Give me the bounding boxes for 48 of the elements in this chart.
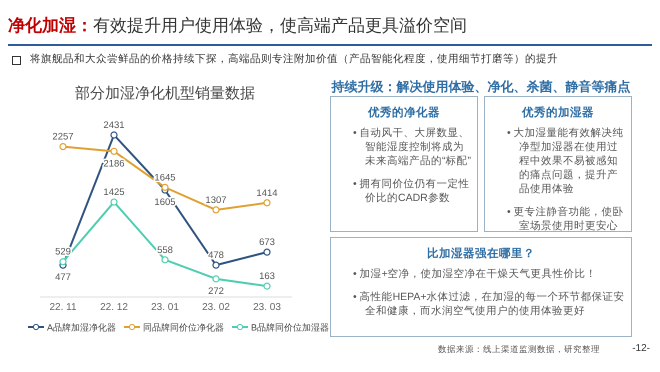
text: • 高性能HEPA+水体过滤，在加湿的每一个环节都保证安全和健康，而水润空气使用户的使用体验更好 (353, 290, 626, 318)
text: 比加湿器强在哪里？ (426, 246, 536, 261)
data-label: 1414 (256, 188, 278, 199)
x-tick-label: 22. 11 (49, 302, 77, 313)
data-label: 1307 (205, 194, 227, 206)
text: • 自动风干、大屏数显、智能湿度控制将成为未来高端产品的“标配” (353, 126, 472, 168)
text: 优秀的加湿器 (520, 105, 595, 120)
legend-label: A品牌加湿净化器 (47, 322, 116, 332)
point (212, 262, 220, 269)
legend-label: B品牌同价位加湿器 (251, 322, 330, 332)
text: 持续升级：解决使用体验、净化、杀菌、静音等痛点 (330, 78, 632, 96)
data-label: 673 (259, 237, 275, 248)
x-tick-label: 23. 03 (253, 302, 282, 313)
x-tick-label: 23. 02 (202, 302, 230, 313)
point (110, 148, 118, 155)
text: • 更专注静音功能，使卧室场景使用时更安心 (507, 205, 625, 233)
text: • 加湿+空净，使加湿空净在干燥天气更具性价比！ (353, 267, 598, 281)
x-tick-label: 23. 01 (151, 302, 180, 313)
text: 优秀的净化器 (366, 105, 441, 120)
point (59, 142, 67, 150)
point (59, 258, 67, 266)
data-label: 558 (157, 244, 173, 256)
data-label: 2186 (103, 158, 125, 170)
point (110, 131, 118, 139)
point (161, 184, 169, 191)
data-label: 2431 (103, 120, 125, 131)
text: 净化加湿：有效提升用户使用体验，使高端产品更具溢价空间 (8, 15, 467, 37)
point (263, 199, 271, 206)
point (263, 248, 271, 256)
text: 将旗舰品和大众尝鲜品的价格持续下探，高端品则专注附加价值（产品智能化程度，使用细节打磨等）的提升 (30, 52, 558, 66)
data-label: 1645 (154, 172, 176, 184)
data-label: 163 (259, 271, 275, 282)
point (212, 206, 220, 214)
point (110, 198, 118, 206)
data-label: 1425 (103, 187, 125, 198)
legend-label: 同品牌同价位净化器 (143, 322, 224, 332)
data-label: 272 (208, 286, 224, 297)
data-label: 477 (55, 272, 71, 284)
point (263, 282, 271, 290)
text: • 大加湿量能有效解决纯净型加湿器在使用过程中效果不易被感知的痛点问题，提升产品使用体验 (507, 126, 625, 196)
point (212, 275, 220, 282)
x-tick-label: 22. 12 (100, 302, 128, 313)
source-note: 数据来源：线上渠道监测数据，研究整理 (437, 344, 600, 356)
data-label: 2257 (52, 132, 74, 143)
point (161, 256, 169, 264)
text: -12- (631, 343, 650, 354)
chart-title: 部分加湿净化机型销量数据 (75, 85, 255, 102)
text: • 拥有同价位仍有一定性价比的CADR参数 (353, 177, 471, 205)
